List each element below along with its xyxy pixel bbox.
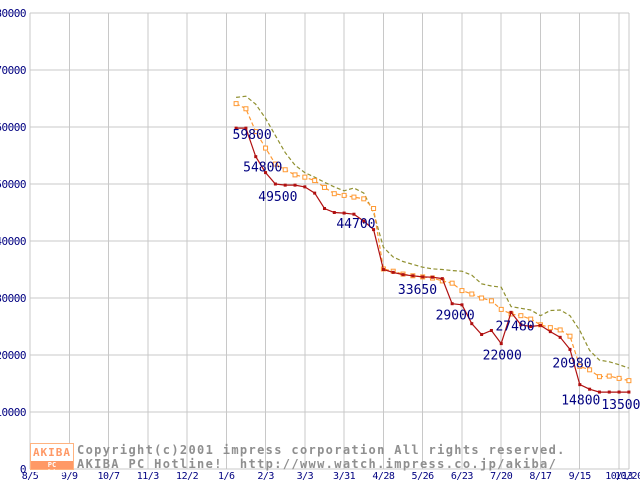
svg-text:11/3: 11/3 xyxy=(137,471,160,480)
svg-text:50000: 50000 xyxy=(0,178,26,191)
svg-text:33650: 33650 xyxy=(398,283,437,298)
svg-text:20000: 20000 xyxy=(0,349,26,362)
svg-text:59800: 59800 xyxy=(233,128,272,143)
svg-text:3/3: 3/3 xyxy=(297,471,314,480)
svg-text:10000: 10000 xyxy=(0,406,26,419)
svg-text:3/31: 3/31 xyxy=(333,471,356,480)
svg-text:7/20: 7/20 xyxy=(490,471,513,480)
svg-text:9/9: 9/9 xyxy=(61,471,78,480)
akiba-pc-hotline-logo: AKIBA PC Hotline! xyxy=(30,443,74,477)
svg-text:5/26: 5/26 xyxy=(412,471,435,480)
svg-text:10/7: 10/7 xyxy=(97,471,120,480)
svg-text:9/15: 9/15 xyxy=(569,471,592,480)
svg-text:80000: 80000 xyxy=(0,7,26,20)
svg-text:0: 0 xyxy=(20,463,26,476)
svg-text:60000: 60000 xyxy=(0,121,26,134)
svg-text:1/6: 1/6 xyxy=(218,471,235,480)
svg-text:8/5: 8/5 xyxy=(22,471,39,480)
svg-text:40000: 40000 xyxy=(0,235,26,248)
svg-text:8/17: 8/17 xyxy=(529,471,552,480)
svg-text:20980: 20980 xyxy=(552,356,591,371)
svg-text:2/3: 2/3 xyxy=(257,471,274,480)
svg-text:29000: 29000 xyxy=(436,309,475,324)
svg-text:14800: 14800 xyxy=(561,394,600,409)
svg-text:70000: 70000 xyxy=(0,64,26,77)
svg-text:6/23: 6/23 xyxy=(451,471,474,480)
site-url-line: AKIBA PC Hotline! http://www.watch.impre… xyxy=(77,457,558,471)
svg-text:44700: 44700 xyxy=(336,217,375,232)
svg-text:49500: 49500 xyxy=(258,190,297,205)
copyright-line: Copyright(c)2001 impress corporation All… xyxy=(77,443,566,457)
svg-text:30000: 30000 xyxy=(0,292,26,305)
svg-text:4/28: 4/28 xyxy=(372,471,395,480)
akiba-logo-text: AKIBA xyxy=(32,446,72,459)
svg-text:10/13: 10/13 xyxy=(605,471,633,480)
svg-text:10/20: 10/20 xyxy=(615,471,640,480)
svg-text:54800: 54800 xyxy=(243,161,282,176)
svg-text:12/2: 12/2 xyxy=(176,471,199,480)
svg-text:13500: 13500 xyxy=(601,398,640,413)
svg-text:27480: 27480 xyxy=(495,319,534,334)
svg-text:22000: 22000 xyxy=(483,349,522,364)
pc-hotline-logo-text: PC Hotline! xyxy=(31,461,73,477)
